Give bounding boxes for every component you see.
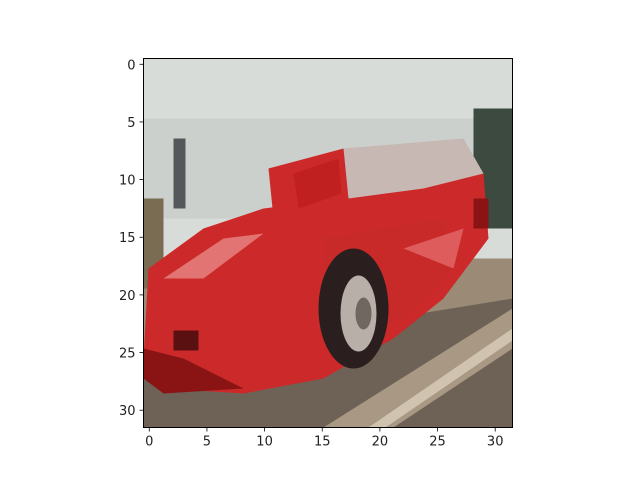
y-axis: 0 5 10 15 20 25 30 [119, 58, 144, 419]
hood-highlight [163, 233, 264, 279]
x-tick-label: 0 [145, 435, 153, 450]
pole [173, 138, 186, 209]
y-tick-label: 30 [119, 404, 136, 419]
x-tick-label: 25 [429, 435, 446, 450]
front-shadow [143, 348, 244, 394]
x-tick-label: 20 [372, 435, 389, 450]
y-tick-label: 20 [119, 289, 136, 304]
road-stripe [368, 328, 513, 428]
y-tick-label: 25 [119, 347, 136, 362]
headlight [173, 330, 199, 351]
x-tick-label: 15 [314, 435, 331, 450]
x-tick-label: 30 [487, 435, 504, 450]
x-axis: 0 5 10 15 20 25 30 [145, 427, 504, 450]
rear-light [473, 198, 489, 229]
car-roof [343, 138, 484, 199]
hub [355, 297, 372, 330]
ground-light [323, 308, 513, 428]
y-tick-label: 5 [127, 116, 135, 131]
car-image [143, 58, 513, 428]
y-tick-label: 0 [127, 58, 135, 73]
y-tick-label: 15 [119, 231, 136, 246]
x-tick-label: 5 [203, 435, 211, 450]
side-highlight [403, 228, 464, 269]
x-tick-label: 10 [256, 435, 273, 450]
windshield-glass [293, 158, 342, 209]
y-tick-label: 10 [119, 174, 136, 189]
image-frame [143, 58, 513, 428]
